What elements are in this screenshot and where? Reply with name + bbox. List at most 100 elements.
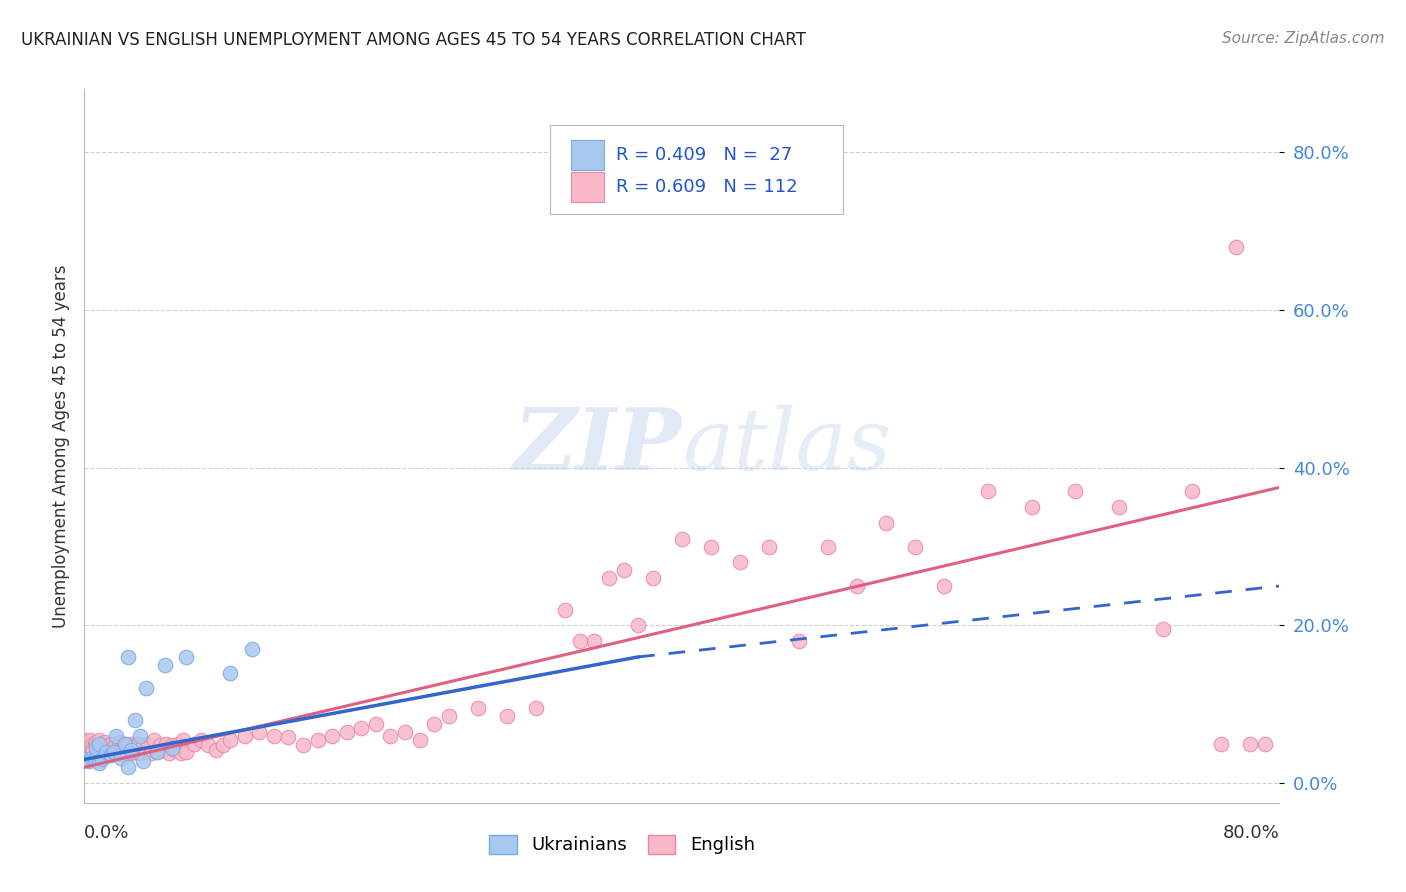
Point [1152,623,1174,637]
Point [183,737,205,751]
Point [127,737,149,751]
Point [131,754,153,768]
Point [160,740,183,755]
Point [96,745,118,759]
Point [1239,737,1261,751]
Point [87,732,110,747]
Point [641,571,664,585]
Point [82,743,104,757]
Point [141,746,163,760]
Point [122,745,145,759]
Point [90,737,112,751]
Point [83,752,105,766]
Point [87,756,110,771]
Point [211,738,233,752]
Point [91,746,114,760]
Point [364,717,387,731]
Point [131,738,153,752]
Point [169,746,191,760]
Point [1211,737,1233,751]
Point [104,743,127,757]
Point [613,563,636,577]
Point [117,649,139,664]
Point [219,732,242,747]
Point [84,746,107,760]
Point [114,737,136,751]
Point [128,746,150,760]
Point [554,602,576,616]
Point [103,738,125,752]
Point [153,657,176,672]
Point [135,681,157,696]
FancyBboxPatch shape [571,140,605,169]
Point [149,738,172,752]
Point [467,701,489,715]
FancyBboxPatch shape [571,172,605,202]
Point [277,731,299,745]
Point [1225,240,1247,254]
Point [135,743,157,757]
Point [87,738,110,752]
Point [108,735,131,749]
Point [105,729,128,743]
Text: R = 0.409   N =  27: R = 0.409 N = 27 [616,146,793,164]
Point [904,540,927,554]
Point [89,743,111,757]
Point [394,724,416,739]
Point [176,745,198,759]
Point [233,729,256,743]
Point [875,516,897,530]
Point [124,713,146,727]
Point [121,737,143,751]
Point [115,746,138,760]
Point [598,571,620,585]
Point [524,701,547,715]
Legend: Ukrainians, English: Ukrainians, English [482,828,762,862]
Point [336,724,359,739]
Point [117,760,139,774]
Point [350,721,373,735]
Point [84,735,107,749]
Point [96,745,118,759]
Point [118,743,141,757]
Point [103,745,125,759]
Point [94,735,117,749]
Point [172,732,194,747]
Point [75,746,97,760]
Point [80,738,103,752]
Point [117,738,139,752]
Point [143,732,166,747]
Point [176,649,198,664]
Point [700,540,723,554]
Point [97,738,120,752]
Point [845,579,868,593]
Point [73,745,96,759]
Point [100,748,122,763]
Point [120,746,142,760]
Point [152,743,174,757]
Point [166,737,188,751]
Point [138,737,160,751]
Point [157,746,180,760]
Point [160,738,183,752]
Point [190,732,212,747]
Point [263,729,285,743]
Point [197,738,219,752]
Text: 0.0%: 0.0% [84,824,129,842]
Point [155,737,177,751]
Point [98,743,121,757]
Point [73,752,96,766]
Point [146,745,169,759]
Point [163,743,186,757]
Point [110,751,132,765]
Point [321,729,343,743]
Point [408,732,430,747]
Point [437,709,460,723]
Point [1064,484,1087,499]
Point [73,740,96,755]
Point [934,579,956,593]
Point [107,746,129,760]
Point [83,737,105,751]
Point [87,737,110,751]
Point [77,754,100,768]
